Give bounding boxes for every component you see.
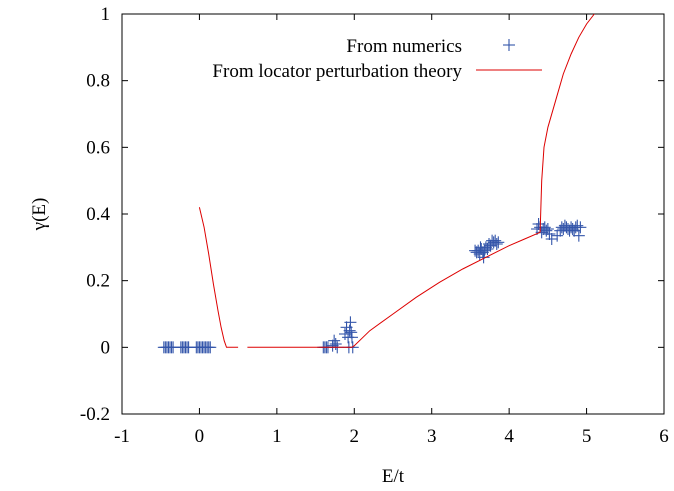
data-point [345, 331, 358, 344]
data-point [345, 326, 358, 339]
data-point [328, 334, 341, 347]
y-tick-label: 0.2 [86, 271, 110, 292]
data-point [344, 316, 357, 329]
data-point [477, 251, 490, 264]
data-point [343, 324, 356, 337]
data-point [329, 338, 342, 350]
data-point [574, 221, 587, 234]
x-tick-label: 3 [427, 426, 437, 447]
data-point [338, 328, 351, 340]
x-axis-ticks: -1 0 1 2 3 4 5 6 [114, 14, 669, 447]
y-tick-label: 1 [101, 4, 111, 25]
x-tick-label: 0 [195, 426, 205, 447]
series-theory [198, 13, 595, 348]
y-tick-label: 0 [101, 337, 111, 358]
data-point [568, 224, 581, 237]
data-point [543, 228, 556, 240]
data-point [538, 221, 551, 234]
x-tick-label: 4 [504, 426, 514, 447]
data-point [572, 229, 585, 242]
data-point [535, 226, 548, 239]
data-point [490, 238, 503, 250]
y-tick-label: 0.6 [86, 137, 110, 158]
theory-line-segment [198, 207, 239, 348]
x-axis-label: E/t [382, 466, 405, 487]
data-point [558, 219, 571, 232]
data-point [489, 234, 502, 247]
x-tick-label: 2 [350, 426, 360, 447]
x-tick-label: 6 [659, 426, 669, 447]
y-tick-label: 0.4 [86, 204, 110, 225]
data-point [474, 241, 487, 254]
theory-line-segment [539, 13, 595, 233]
legend-label-numerics: From numerics [346, 36, 462, 57]
data-point [326, 339, 339, 352]
y-axis-label: γ(E) [29, 198, 50, 232]
data-point [476, 246, 489, 259]
data-point [551, 229, 564, 242]
x-tick-label: 1 [272, 426, 282, 447]
series-layer [157, 13, 595, 354]
legend-label-theory: From locator perturbation theory [212, 61, 462, 82]
theory-line-segment [247, 231, 541, 348]
legend: From numerics From locator perturbation … [212, 36, 542, 82]
data-point [484, 239, 497, 252]
data-point [541, 223, 554, 235]
series-numerics [157, 218, 587, 354]
legend-plus-marker [503, 39, 515, 51]
data-point [540, 224, 553, 237]
data-point [566, 223, 579, 235]
data-point [204, 341, 217, 354]
x-tick-label: 5 [582, 426, 592, 447]
data-point [481, 243, 494, 255]
y-axis-ticks: -0.2 0 0.2 0.4 0.6 0.8 1 [80, 4, 664, 425]
legend-marker-numerics [503, 39, 515, 51]
y-tick-label: 0.8 [86, 71, 110, 92]
data-point [571, 219, 584, 232]
x-tick-label: -1 [114, 426, 130, 447]
data-point [492, 236, 505, 249]
y-tick-label: -0.2 [80, 404, 110, 425]
data-point [532, 218, 545, 230]
data-point [545, 233, 558, 245]
